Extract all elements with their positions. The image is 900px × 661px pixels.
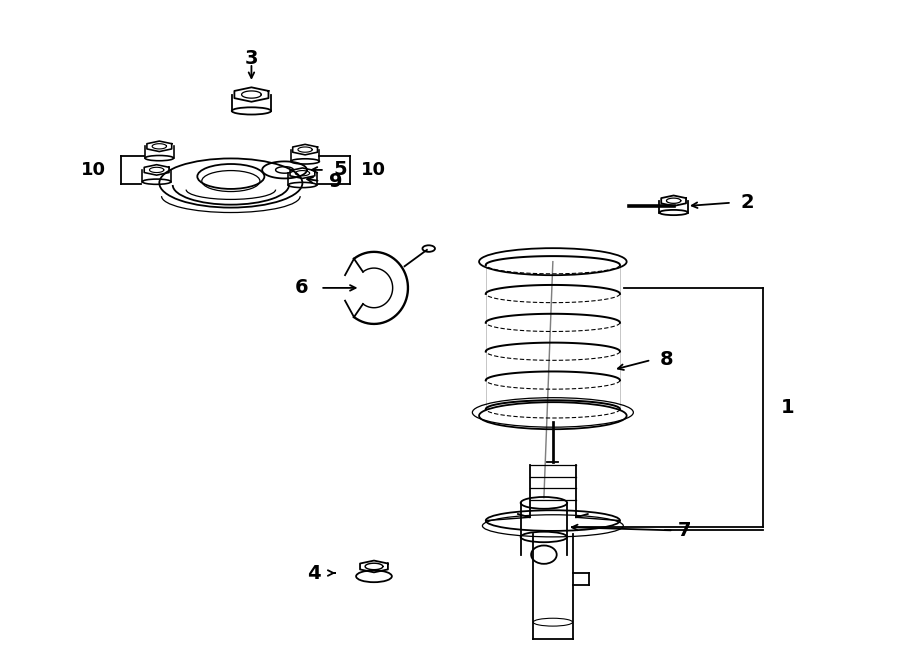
Text: 3: 3 <box>245 49 258 68</box>
Text: 10: 10 <box>81 161 105 179</box>
Text: 2: 2 <box>741 193 754 212</box>
Text: 4: 4 <box>307 564 320 582</box>
Text: 1: 1 <box>781 398 795 417</box>
Text: 7: 7 <box>678 521 691 540</box>
Text: 6: 6 <box>295 278 309 297</box>
Text: 10: 10 <box>361 161 385 179</box>
Text: 9: 9 <box>329 172 343 190</box>
Text: 5: 5 <box>334 161 347 179</box>
Text: 8: 8 <box>661 350 674 369</box>
